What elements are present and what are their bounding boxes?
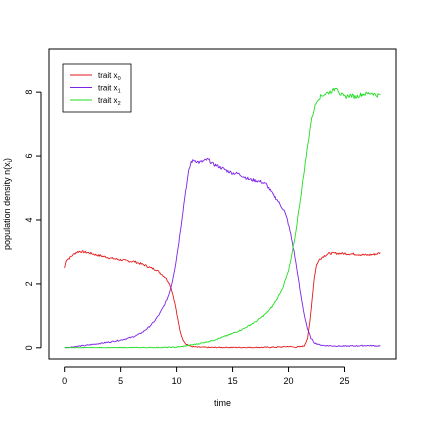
y-tick-label: 2 (24, 281, 34, 286)
series-line-1 (64, 157, 381, 349)
y-axis-title: population density n(xi) (2, 158, 14, 250)
plot-frame (48, 48, 397, 360)
x-axis-title: time (214, 398, 231, 408)
legend-label-1: trait x1 (98, 84, 121, 95)
legend-label-subscript: 1 (118, 89, 121, 95)
x-tick-label: 20 (284, 376, 294, 386)
y-axis-title-subscript: i (8, 161, 14, 162)
x-axis: 0 5 10 15 20 25 (62, 366, 350, 386)
series-line-0 (64, 250, 381, 349)
y-tick-label: 8 (24, 90, 34, 95)
y-tick-label: 4 (24, 217, 34, 222)
x-tick-label: 15 (228, 376, 238, 386)
legend-label-2: trait x2 (98, 96, 121, 107)
series-layer (64, 87, 381, 349)
series-line-2 (64, 87, 381, 349)
y-tick-label: 6 (24, 154, 34, 159)
legend-label-main: trait x (98, 71, 118, 80)
x-tick-label: 25 (340, 376, 350, 386)
legend-label-main: trait x (98, 96, 118, 105)
y-axis-title-end: ) (2, 158, 12, 161)
legend-label-subscript: 0 (118, 76, 121, 82)
legend-label-main: trait x (98, 84, 118, 93)
x-tick-label: 0 (62, 376, 67, 386)
y-axis-title-main: population density n(x (2, 162, 12, 250)
legend-label-0: trait x0 (98, 71, 121, 82)
legend-label-subscript: 2 (118, 101, 121, 107)
x-tick-label: 5 (118, 376, 123, 386)
y-axis: 0 2 4 6 8 (24, 90, 42, 350)
y-tick-label: 0 (24, 345, 34, 350)
x-tick-label: 10 (172, 376, 182, 386)
